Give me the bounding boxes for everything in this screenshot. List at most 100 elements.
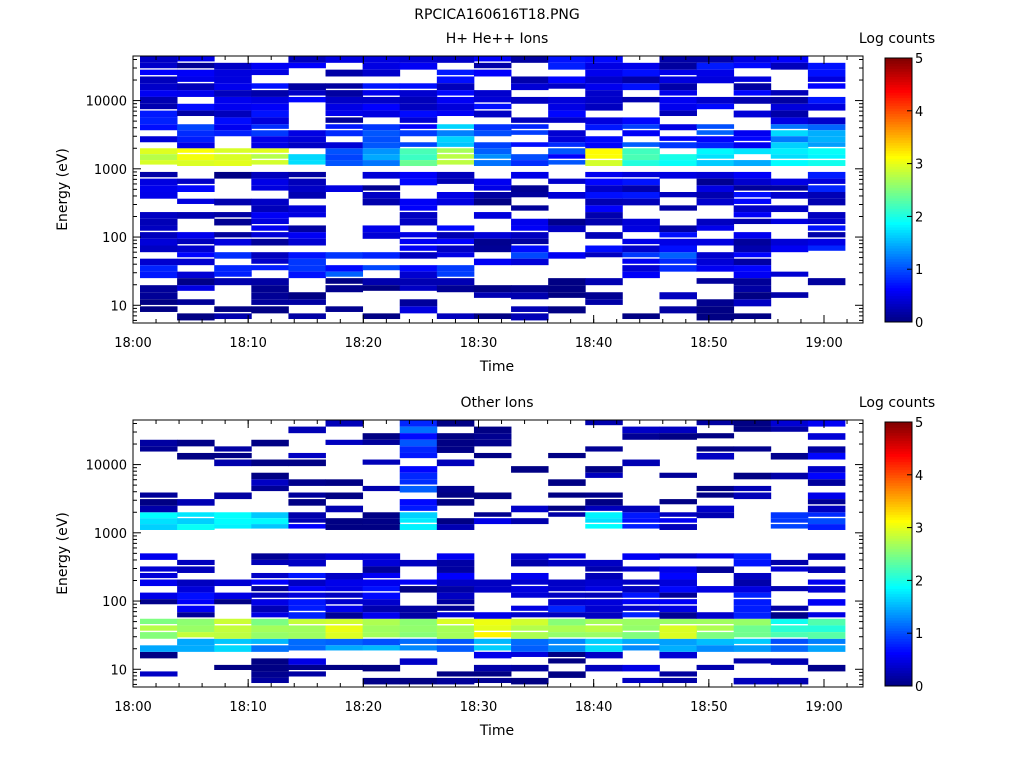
heatmap-cell (696, 56, 735, 63)
heatmap-cell (548, 117, 586, 123)
heatmap-cell (696, 142, 735, 149)
heatmap-cell (473, 124, 512, 131)
heatmap-cell (399, 238, 438, 245)
heatmap-cell (362, 524, 401, 530)
heatmap-cell (288, 499, 326, 506)
colorbar-step (885, 121, 912, 125)
heatmap-cell (214, 459, 252, 467)
heatmap-cell (622, 76, 660, 84)
colorbar-step (885, 216, 912, 220)
heatmap-cell (362, 605, 401, 613)
heatmap-cell (288, 171, 326, 178)
heatmap-cell (696, 313, 735, 321)
heatmap-cell (214, 638, 252, 644)
heatmap-cell (399, 446, 438, 453)
heatmap-cell (473, 645, 512, 651)
heatmap-cell (288, 426, 326, 434)
heatmap-cell (399, 171, 438, 179)
heatmap-cell (733, 625, 772, 633)
heatmap-cell (585, 632, 623, 638)
colorbar-step (885, 81, 912, 85)
heatmap-cell (436, 90, 475, 96)
heatmap-cell (585, 446, 623, 452)
heatmap-cell (288, 553, 326, 560)
heatmap-cell (251, 485, 289, 492)
heatmap-cell (177, 130, 215, 137)
heatmap-cell (585, 90, 623, 97)
heatmap-cell (436, 572, 475, 580)
heatmap-cell (288, 271, 326, 279)
colorbar-step (885, 427, 912, 431)
heatmap-cell (733, 618, 772, 626)
heatmap-cell (511, 83, 549, 91)
heatmap-cell (807, 618, 846, 626)
heatmap-cell (140, 505, 178, 513)
heatmap-cell (585, 96, 623, 104)
heatmap-cell (325, 479, 364, 486)
heatmap-cell (548, 306, 586, 314)
colorbar-step (885, 124, 912, 128)
heatmap-cell (214, 69, 252, 77)
heatmap-cell (214, 160, 252, 166)
heatmap-cell (733, 446, 772, 452)
heatmap-cell (399, 625, 438, 633)
heatmap-cell (325, 518, 364, 525)
heatmap-cell (585, 512, 623, 519)
heatmap-cell (436, 618, 475, 625)
heatmap-cell (140, 238, 178, 246)
colorbar-step (885, 298, 912, 302)
heatmap-cell (770, 160, 809, 166)
heatmap-cell (399, 452, 438, 459)
heatmap-cell (585, 651, 623, 659)
heatmap-cell (622, 645, 660, 651)
heatmap-cell (251, 205, 289, 213)
heatmap-cell (548, 192, 586, 199)
heatmap-cell (733, 238, 772, 246)
y-tick-label: 100 (102, 595, 127, 610)
colorbar-step (885, 625, 912, 629)
heatmap-cell (214, 664, 252, 670)
heatmap-cell (585, 218, 623, 226)
heatmap-cell (659, 671, 697, 677)
heatmap-cell (140, 651, 178, 659)
heatmap-cell (140, 160, 178, 165)
heatmap-cell (585, 645, 623, 652)
heatmap-cell (436, 671, 475, 677)
colorbar-step (885, 538, 912, 542)
heatmap-cell (251, 553, 289, 560)
colorbar-tick-label: 4 (915, 469, 923, 484)
heatmap-cell (622, 69, 660, 77)
heatmap-cell (659, 499, 697, 505)
heatmap-cell (585, 148, 623, 155)
heatmap-cell (807, 83, 846, 89)
heatmap-cell (325, 124, 364, 129)
heatmap-cell (807, 278, 846, 286)
heatmap-cell (436, 459, 475, 467)
heatmap-cell (325, 56, 364, 63)
heatmap-cell (177, 62, 215, 69)
heatmap-cell (177, 518, 215, 525)
heatmap-cell (325, 83, 364, 89)
heatmap-cell (177, 232, 215, 239)
heatmap-cell (288, 252, 326, 259)
heatmap-cell (399, 83, 438, 89)
heatmap-cell (325, 252, 364, 259)
heatmap-cell (733, 136, 772, 141)
heatmap-cell (807, 142, 846, 147)
colorbar-step (885, 232, 912, 236)
heatmap-cell (770, 218, 809, 225)
heatmap-cell (362, 599, 401, 606)
heatmap-cell (622, 225, 660, 233)
heatmap-cell (177, 579, 215, 587)
heatmap-cell (399, 154, 438, 161)
colorbar-step (885, 482, 912, 486)
colorbar-step (885, 153, 912, 157)
heatmap-cell (659, 645, 697, 652)
heatmap-cell (251, 439, 289, 447)
heatmap-cell (770, 117, 809, 125)
heatmap-cell (473, 192, 512, 199)
heatmap-cell (325, 664, 364, 670)
heatmap-cell (659, 592, 697, 598)
heatmap-cell (807, 96, 846, 104)
heatmap-cell (807, 512, 846, 517)
